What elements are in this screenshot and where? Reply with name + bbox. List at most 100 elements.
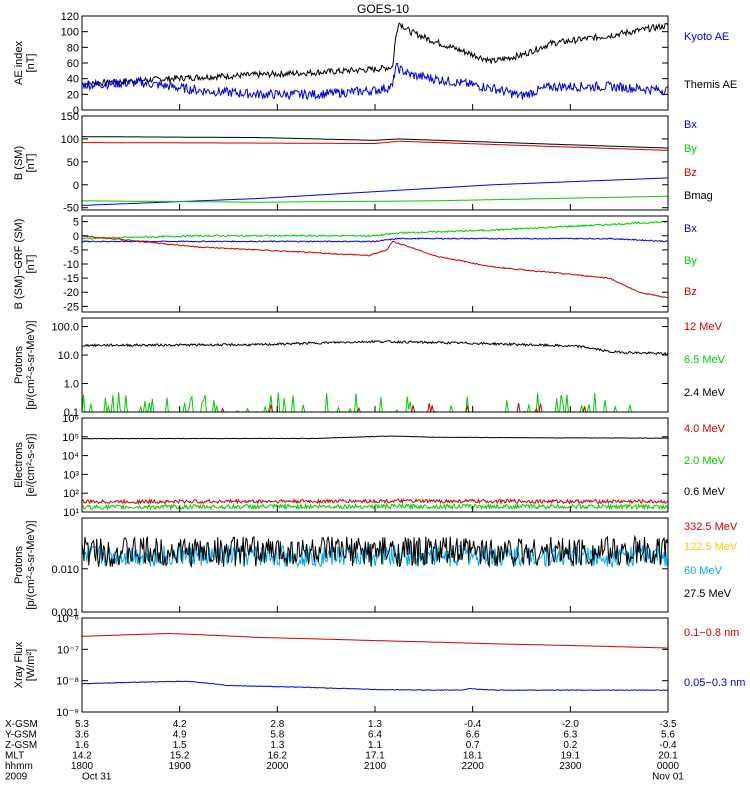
frame-protons1	[81, 317, 669, 413]
ytick-label-electrons: 10²	[63, 488, 79, 500]
series-group-dbsm	[82, 220, 668, 299]
panel-protons1: 0.1 1.0 10.0 100.0 Protons[p/(cm²-s-sr-MeV)]…	[13, 317, 726, 419]
frame-ae	[81, 15, 669, 111]
legend-dbsm: Bx	[684, 223, 697, 235]
footer-value: 1.3	[270, 740, 284, 751]
ylabel-line: Electrons	[13, 442, 25, 488]
footer-value: 2300	[559, 761, 582, 772]
series-xray-1	[82, 680, 668, 691]
ylabel-line: AE index	[13, 40, 25, 85]
footer-value: 2200	[462, 761, 485, 772]
footer-value: 15.2	[170, 751, 190, 762]
series-bsm-1	[82, 140, 668, 151]
legend-electrons: 4.0 MeV	[684, 423, 726, 435]
legend-protons2: 122.5 MeV	[684, 541, 738, 553]
ylabel-line: [nT]	[25, 154, 37, 173]
footer-value: -3.5	[659, 719, 677, 730]
footer-value: 1800	[71, 761, 94, 772]
footer-value: 2.8	[270, 719, 284, 730]
ytick-label-bsm: 0	[73, 180, 79, 192]
ytick-label-electrons: 10⁴	[62, 451, 79, 463]
figure-title: GOES-10	[357, 2, 409, 16]
footer-value: 16.2	[268, 751, 288, 762]
ytick-label-protons1: 10.0	[58, 350, 79, 362]
legend-protons2: 332.5 MeV	[684, 521, 738, 533]
legend-protons1: 6.5 MeV	[684, 354, 726, 366]
legend-xray: 0.1−0.8 nm	[684, 627, 739, 639]
series-bsm-0	[82, 136, 668, 149]
footer-label: Z-GSM	[5, 740, 37, 751]
panel-dbsm: -25 -20 -15 -10 -5 0 5 B (SM)−GRF (SM)[nT] Bx By B…	[13, 215, 697, 313]
legend-electrons: 2.0 MeV	[684, 455, 726, 467]
panel-xray: 10⁻⁹ 10⁻⁸ 10⁻⁷ 10⁻⁶ Xray Flux[W/m²] 0.1−0.8 n…	[13, 613, 745, 719]
ytick-label-ae: 100	[61, 27, 79, 39]
series-dbsm-1	[82, 220, 668, 240]
ylabel-line: [nT]	[25, 54, 37, 73]
ytick-label-xray: 10⁻⁹	[56, 707, 79, 719]
ytick-label-ae: 20	[67, 89, 79, 101]
series-group-bsm	[82, 136, 668, 206]
footer-value: -0.4	[659, 740, 677, 751]
footer-value: 0.7	[466, 740, 480, 751]
ytick-label-dbsm: -15	[63, 273, 79, 285]
footer-value: 4.9	[173, 730, 187, 741]
footer-value: 5.6	[661, 730, 675, 741]
series-protons1-0	[82, 339, 668, 356]
footer-value: 6.4	[368, 730, 382, 741]
series-electrons-2	[82, 497, 668, 506]
footer-value: 18.1	[463, 751, 483, 762]
series-group-xray	[82, 633, 668, 691]
legend-protons2: 27.5 MeV	[684, 588, 732, 600]
footer-value: Nov 01	[652, 772, 684, 783]
ylabel-protons1: Protons[p/(cm²-s-sr-MeV)]	[13, 320, 37, 409]
ytick-label-xray: 10⁻⁸	[56, 676, 79, 688]
legend-xray: 0.05−0.3 nm	[684, 677, 745, 689]
ytick-label-dbsm: -25	[63, 301, 79, 313]
ytick-label-ae: 0	[73, 105, 79, 117]
ytick-label-electrons: 10⁵	[62, 432, 79, 444]
footer-label: hhmm	[5, 761, 33, 772]
footer-ephemeris: X-GSM 5.3 4.2 2.8 1.3 -0.4 -2.0 -3.5 Y-GSM 3.6 4.9…	[5, 719, 684, 783]
footer-value: 1.5	[173, 740, 187, 751]
panel-bsm: -50 0 50 100 150 B (SM)[nT] Bx By Bz Bmag	[13, 111, 713, 215]
ytick-label-bsm: -50	[63, 203, 79, 215]
legend-dbsm: Bz	[684, 286, 697, 298]
footer-value: 1900	[169, 761, 192, 772]
series-group-ae	[82, 22, 668, 101]
ytick-label-bsm: 100	[61, 134, 79, 146]
series-group-electrons	[82, 435, 668, 512]
ytick-label-dbsm: -20	[63, 287, 79, 299]
ytick-label-ae: 60	[67, 58, 79, 70]
ylabel-line: [p/(cm²-s-sr-MeV)]	[25, 520, 37, 609]
footer-value: Oct 31	[82, 772, 112, 783]
footer-label: X-GSM	[5, 719, 38, 730]
ylabel-line: [W/m²]	[25, 649, 37, 681]
footer-value: -0.4	[464, 719, 482, 730]
ylabel-protons2: Protons[p/(cm²-s-sr-MeV)]	[13, 520, 37, 609]
legend-protons1: 2.4 MeV	[684, 387, 726, 399]
ytick-label-electrons: 10³	[63, 469, 79, 481]
footer-value: 1.6	[75, 740, 89, 751]
footer-value: 14.2	[72, 751, 92, 762]
ytick-label-electrons: 10¹	[63, 507, 79, 519]
ylabel-dbsm: B (SM)−GRF (SM)[nT]	[13, 219, 37, 310]
ytick-label-bsm: 50	[67, 157, 79, 169]
series-ae-1	[82, 62, 668, 101]
ylabel-line: B (SM)−GRF (SM)	[13, 219, 25, 310]
ylabel-electrons: Electrons[e/(cm²-s-sr)]	[13, 434, 37, 497]
footer-label: Y-GSM	[5, 730, 37, 741]
ylabel-line: Protons	[13, 346, 25, 384]
footer-value: 4.2	[173, 719, 187, 730]
footer-value: 2100	[364, 761, 387, 772]
ylabel-ae: AE index[nT]	[13, 40, 37, 85]
frame-electrons	[81, 417, 669, 513]
series-protons2-1	[82, 534, 668, 568]
ylabel-line: B (SM)	[13, 146, 25, 180]
series-group-protons1	[82, 339, 668, 412]
panel-electrons: 10¹ 10² 10³ 10⁴ 10⁵ 10⁶ Electrons[e/(cm²-s-sr)…	[13, 413, 726, 519]
ytick-label-protons1: 0.1	[64, 407, 79, 419]
footer-value: 6.6	[466, 730, 480, 741]
legend-ae: Kyoto AE	[684, 31, 729, 43]
